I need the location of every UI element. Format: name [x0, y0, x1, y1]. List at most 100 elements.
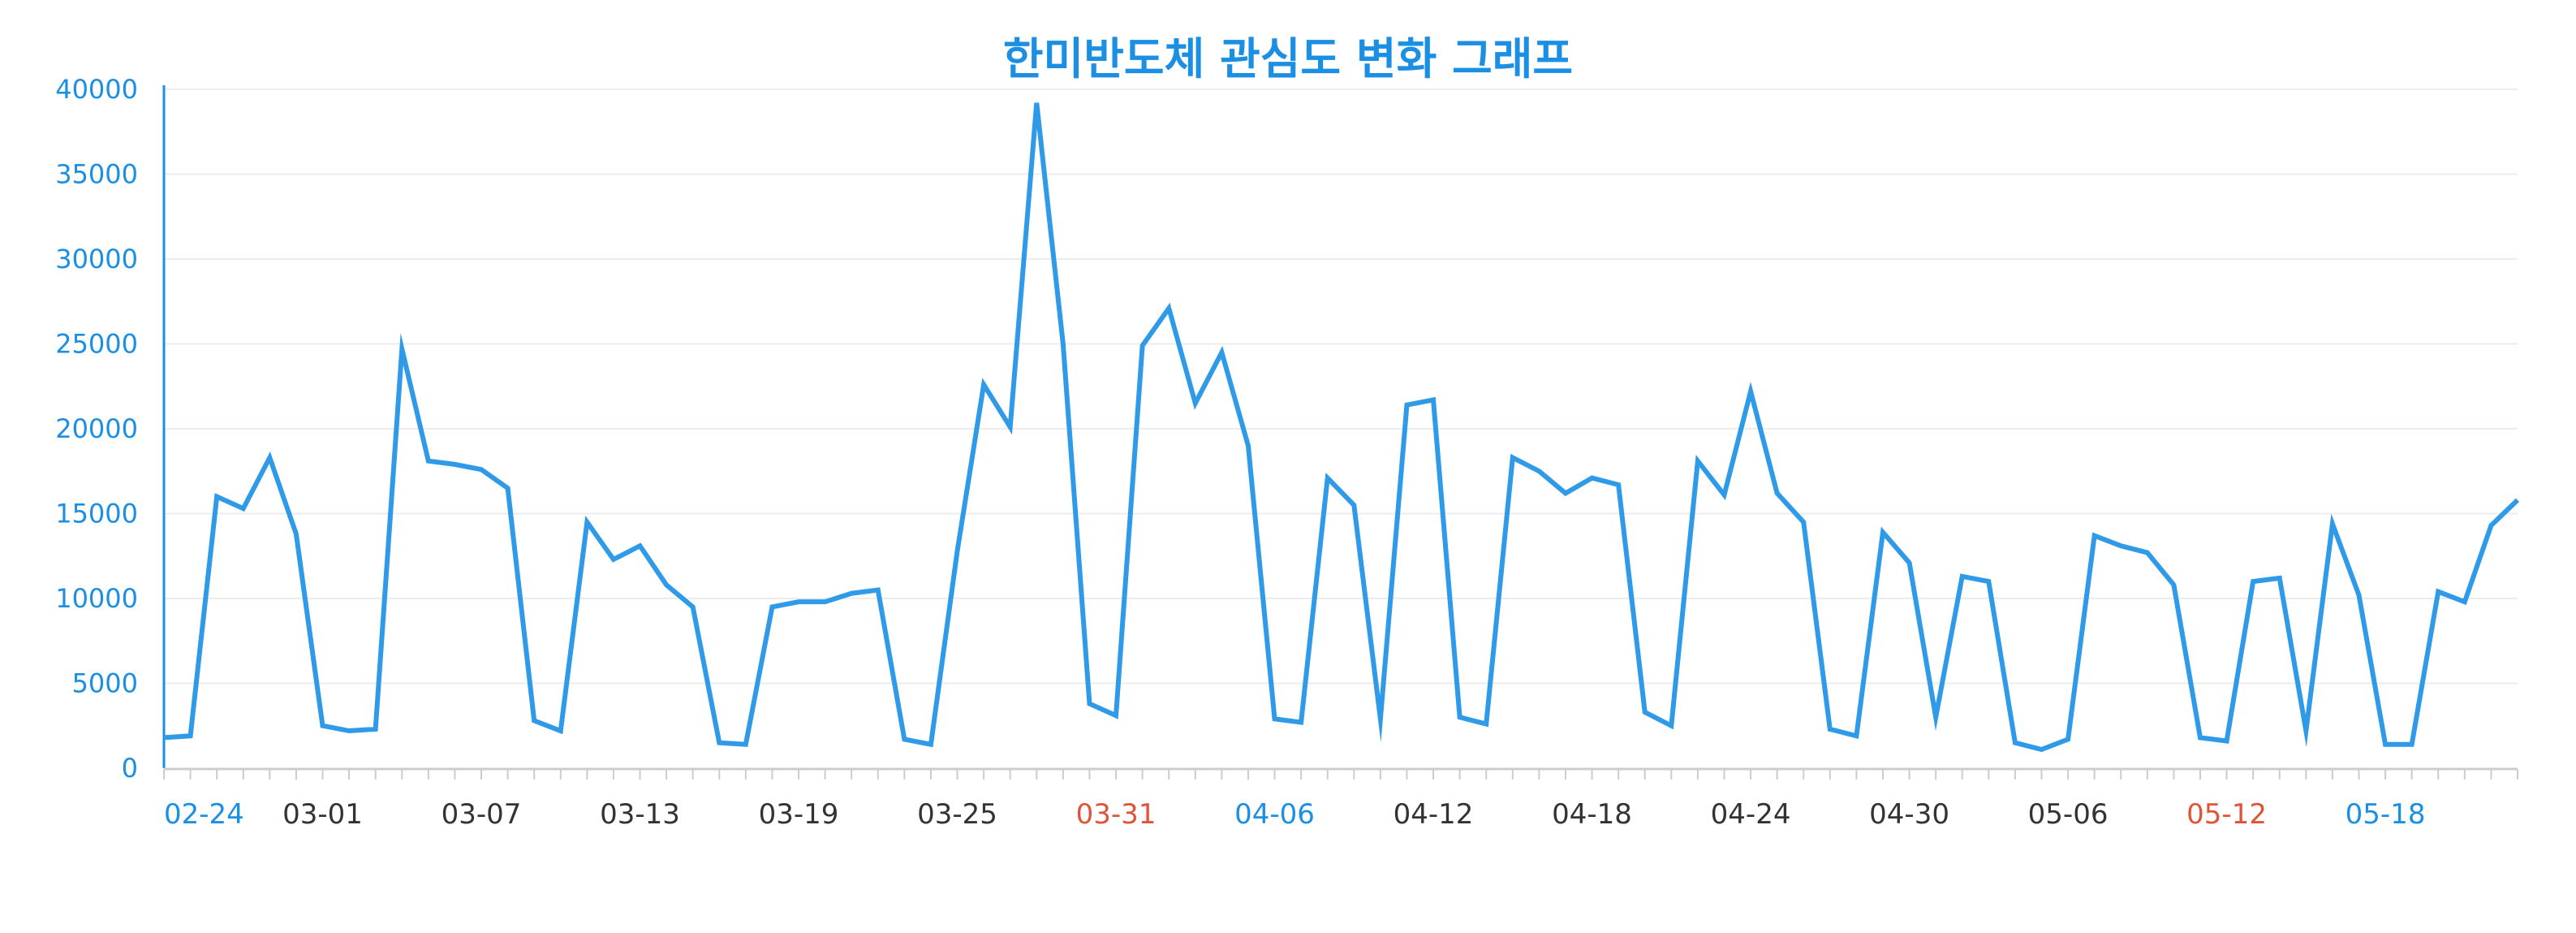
chart-title: 한미반도체 관심도 변화 그래프	[1002, 33, 1574, 84]
series-line	[163, 102, 2520, 753]
data-point	[1034, 101, 1039, 106]
data-point	[1061, 342, 1066, 347]
data-point	[426, 459, 431, 464]
data-point	[1775, 490, 1780, 495]
data-point	[1378, 716, 1383, 721]
data-point	[717, 741, 722, 745]
data-point	[1828, 727, 1833, 732]
data-point	[558, 728, 563, 733]
data-point	[1669, 724, 1674, 728]
data-point	[1246, 443, 1251, 448]
data-point	[1087, 702, 1092, 706]
x-tick-label: 03-25	[917, 798, 997, 831]
x-tick-label: 03-13	[600, 798, 680, 831]
data-point	[2330, 521, 2335, 526]
data-point	[876, 588, 881, 593]
data-point	[1299, 720, 1303, 725]
data-point	[1907, 560, 1912, 565]
data-point	[399, 347, 404, 352]
y-tick-label: 15000	[55, 499, 138, 529]
x-tick-label: 05-06	[2028, 798, 2109, 831]
data-point	[1193, 401, 1198, 406]
y-tick-label: 30000	[55, 244, 138, 274]
data-point	[1590, 476, 1595, 481]
data-point	[1643, 710, 1648, 715]
data-point	[2462, 599, 2467, 604]
y-tick-label: 10000	[55, 583, 138, 614]
data-point	[1351, 503, 1356, 508]
data-point	[2092, 533, 2097, 538]
data-point	[1484, 722, 1488, 727]
data-point	[638, 543, 643, 548]
data-point	[981, 382, 986, 387]
y-tick-label: 35000	[55, 159, 138, 190]
data-point	[1801, 520, 1806, 525]
data-point	[1140, 343, 1145, 348]
data-point	[2356, 593, 2361, 598]
data-point	[2410, 742, 2414, 747]
data-point	[373, 727, 378, 732]
data-point	[1273, 716, 1277, 721]
data-point	[796, 599, 801, 604]
y-tick-label: 40000	[55, 74, 138, 105]
series-layer	[162, 101, 2520, 753]
data-point	[532, 718, 536, 723]
data-point	[1219, 350, 1224, 355]
data-point	[2436, 590, 2440, 594]
data-point	[2145, 551, 2150, 555]
data-point	[2171, 582, 2176, 587]
data-point	[479, 467, 484, 472]
data-point	[214, 495, 219, 499]
data-point	[611, 557, 616, 562]
data-point	[1431, 397, 1436, 402]
data-point	[452, 462, 457, 467]
data-point	[294, 532, 299, 537]
data-point	[1404, 403, 1409, 408]
x-tick-label: 03-01	[282, 798, 363, 831]
data-point	[2383, 742, 2388, 747]
data-point	[2039, 747, 2044, 752]
data-point	[321, 724, 325, 728]
data-point	[902, 736, 907, 741]
x-tick-labels: 02-24 03-01 03-07 03-13 03-19 03-25 03-31 04-06…	[164, 798, 2425, 831]
data-point	[769, 604, 774, 609]
data-point	[928, 742, 933, 747]
data-point	[2488, 523, 2493, 528]
data-point	[1114, 713, 1118, 718]
data-point	[1748, 389, 1753, 394]
data-point	[1960, 574, 1965, 579]
data-point	[1325, 476, 1330, 481]
data-point	[162, 735, 166, 740]
data-point	[823, 599, 828, 604]
data-point	[1166, 306, 1171, 311]
data-point	[267, 456, 272, 460]
x-tick-label: 03-07	[442, 798, 522, 831]
data-point	[1008, 425, 1013, 430]
data-point	[584, 520, 589, 525]
data-point	[743, 742, 748, 747]
data-point	[1458, 715, 1462, 719]
data-point	[1563, 490, 1568, 495]
data-point	[849, 591, 854, 596]
data-point	[2198, 735, 2203, 740]
data-point	[2225, 739, 2229, 744]
x-tick-label: 04-24	[1711, 798, 1791, 831]
data-point	[2251, 579, 2255, 584]
data-point	[664, 582, 669, 587]
gridlines	[164, 89, 2518, 685]
data-point	[241, 506, 246, 511]
data-point	[2303, 728, 2308, 733]
data-point	[2013, 741, 2018, 745]
data-point	[506, 486, 510, 490]
data-point	[1536, 469, 1541, 473]
data-point	[1510, 456, 1515, 460]
data-point	[188, 733, 193, 738]
x-tick-label: 04-30	[1869, 798, 1949, 831]
data-point	[1721, 493, 1726, 498]
data-point	[1695, 459, 1700, 464]
x-tick-label: 04-06	[1234, 798, 1315, 831]
data-point	[2118, 543, 2123, 548]
axes	[162, 85, 2518, 780]
data-point	[347, 728, 351, 733]
